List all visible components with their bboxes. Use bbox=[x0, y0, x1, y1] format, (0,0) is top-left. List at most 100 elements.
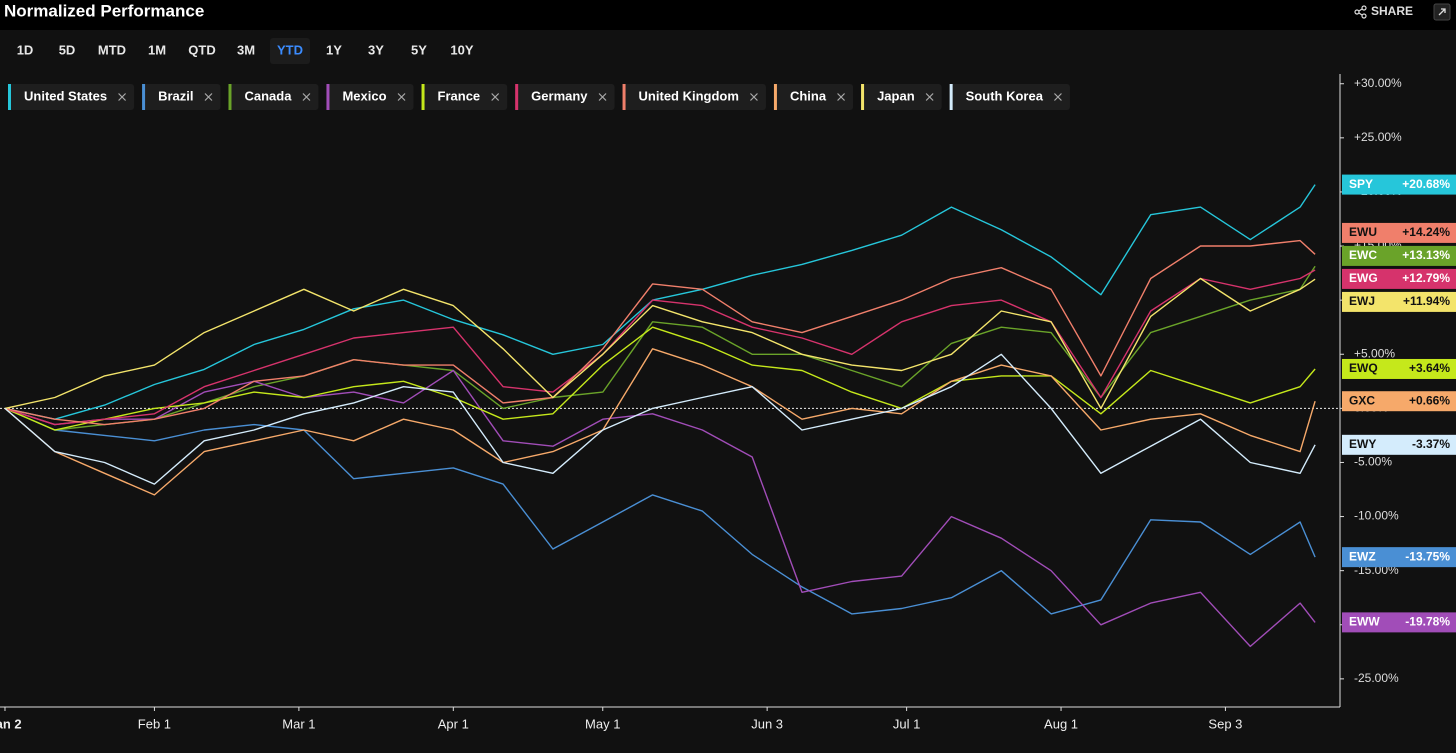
end-badge-bg bbox=[1342, 222, 1456, 243]
legend-item[interactable]: United Kingdom bbox=[622, 84, 766, 110]
legend-chip bbox=[949, 84, 1070, 110]
end-badge-ticker: EWC bbox=[1349, 248, 1377, 262]
series-line bbox=[4, 269, 1316, 426]
expand-arrow bbox=[1438, 8, 1446, 16]
range-button[interactable]: 5D bbox=[59, 42, 76, 57]
legend-item[interactable]: Canada bbox=[228, 84, 319, 110]
legend-swatch bbox=[515, 84, 519, 110]
range-button[interactable]: YTD bbox=[270, 38, 310, 64]
expand-button[interactable] bbox=[1433, 3, 1451, 21]
end-badge-bg bbox=[1342, 174, 1456, 195]
legend-remove[interactable] bbox=[925, 93, 934, 101]
series-line bbox=[4, 353, 1316, 485]
legend-chip bbox=[8, 84, 135, 110]
legend-label: China bbox=[790, 88, 827, 103]
end-badge: EWQ +3.64% bbox=[1342, 358, 1456, 379]
legend-remove[interactable] bbox=[837, 93, 845, 101]
legend-item[interactable]: China bbox=[773, 84, 854, 110]
series-line bbox=[4, 277, 1316, 410]
end-badge: EWJ +11.94% bbox=[1342, 291, 1456, 312]
range-button[interactable]: 3M bbox=[237, 42, 255, 57]
legend-remove[interactable] bbox=[397, 93, 406, 101]
legend-remove[interactable] bbox=[750, 93, 758, 101]
end-badge-value: +12.79% bbox=[1402, 271, 1450, 285]
legend-swatch bbox=[228, 84, 232, 110]
end-badge-ticker: EWU bbox=[1349, 225, 1377, 239]
legend-chip bbox=[515, 84, 615, 110]
share-button[interactable]: SHARE bbox=[1354, 4, 1413, 19]
end-badge-bg bbox=[1342, 612, 1456, 633]
legend-chip bbox=[861, 84, 942, 110]
y-tick-label: -5.00% bbox=[1354, 455, 1392, 469]
x-tick-label: Aug 1 bbox=[1044, 716, 1078, 731]
legend-chip bbox=[142, 84, 221, 110]
range-button-label: 3M bbox=[237, 42, 255, 57]
series-line bbox=[4, 184, 1316, 420]
series-line bbox=[4, 348, 1316, 496]
end-badge-ticker: EWZ bbox=[1349, 549, 1376, 563]
end-badge-value: +14.24% bbox=[1402, 225, 1450, 239]
header-bar bbox=[0, 0, 1456, 30]
legend-label: Germany bbox=[531, 88, 588, 103]
range-button-label: YTD bbox=[277, 42, 303, 57]
legend-chip bbox=[421, 84, 508, 110]
end-badge-value: +3.64% bbox=[1409, 361, 1450, 375]
range-button[interactable]: 1Y bbox=[326, 42, 342, 57]
legend-item[interactable]: France bbox=[421, 84, 508, 110]
end-badge-bg bbox=[1342, 434, 1456, 455]
legend-label: France bbox=[438, 88, 481, 103]
range-button-bg bbox=[270, 38, 310, 64]
range-button[interactable]: 1M bbox=[148, 42, 166, 57]
range-button[interactable]: 10Y bbox=[450, 42, 473, 57]
legend-item[interactable]: Mexico bbox=[326, 84, 414, 110]
end-badge-value: -13.75% bbox=[1405, 549, 1450, 563]
series-line bbox=[4, 239, 1316, 426]
legend-remove[interactable] bbox=[491, 93, 500, 101]
range-button-label: MTD bbox=[98, 42, 126, 57]
range-button[interactable]: QTD bbox=[188, 42, 215, 57]
legend-item[interactable]: South Korea bbox=[949, 84, 1070, 110]
legend-chip bbox=[228, 84, 319, 110]
end-badge-bg bbox=[1342, 245, 1456, 266]
range-button[interactable]: MTD bbox=[98, 42, 126, 57]
end-badge-bg bbox=[1342, 391, 1456, 412]
legend-remove[interactable] bbox=[302, 93, 311, 101]
legend-swatch bbox=[326, 84, 330, 110]
legend-item[interactable]: Brazil bbox=[142, 84, 221, 110]
legend-item[interactable]: United States bbox=[8, 84, 135, 110]
range-button-label: 1M bbox=[148, 42, 166, 57]
x-tick-label: Sep 3 bbox=[1208, 716, 1242, 731]
legend-item[interactable]: Germany bbox=[515, 84, 615, 110]
legend-swatch bbox=[8, 84, 11, 110]
share-icon bbox=[1354, 5, 1367, 19]
end-badge-value: -3.37% bbox=[1412, 437, 1450, 451]
legend-item[interactable]: Japan bbox=[861, 84, 942, 110]
range-button[interactable]: 5Y bbox=[411, 42, 427, 57]
end-badge: EWG +12.79% bbox=[1342, 268, 1456, 289]
legend-swatch bbox=[622, 84, 626, 110]
y-tick-label: +30.00% bbox=[1354, 76, 1402, 90]
end-badge-bg bbox=[1342, 547, 1456, 568]
end-badge: EWZ -13.75% bbox=[1342, 547, 1456, 568]
range-button[interactable]: 1D bbox=[17, 42, 34, 57]
legend-remove[interactable] bbox=[118, 93, 127, 101]
end-badge-value: +11.94% bbox=[1403, 294, 1450, 308]
legend-remove[interactable] bbox=[1054, 93, 1062, 101]
legend-swatch bbox=[861, 84, 865, 110]
end-badge-value: +13.13% bbox=[1402, 248, 1450, 262]
end-badge: GXC +0.66% bbox=[1342, 391, 1456, 412]
x-tick-label: Apr 1 bbox=[438, 716, 469, 731]
end-badge-bg bbox=[1342, 358, 1456, 379]
end-badge-ticker: EWG bbox=[1349, 271, 1378, 285]
x-tick-label: Feb 1 bbox=[138, 716, 171, 731]
end-badge: EWU +14.24% bbox=[1342, 222, 1456, 243]
range-button-label: 10Y bbox=[450, 42, 473, 57]
legend-remove[interactable] bbox=[204, 93, 213, 101]
range-button-label: 5Y bbox=[411, 42, 427, 57]
range-button[interactable]: 3Y bbox=[368, 42, 384, 57]
range-button-label: 3Y bbox=[368, 42, 384, 57]
legend-remove[interactable] bbox=[598, 93, 607, 101]
range-button-label: 5D bbox=[59, 42, 76, 57]
